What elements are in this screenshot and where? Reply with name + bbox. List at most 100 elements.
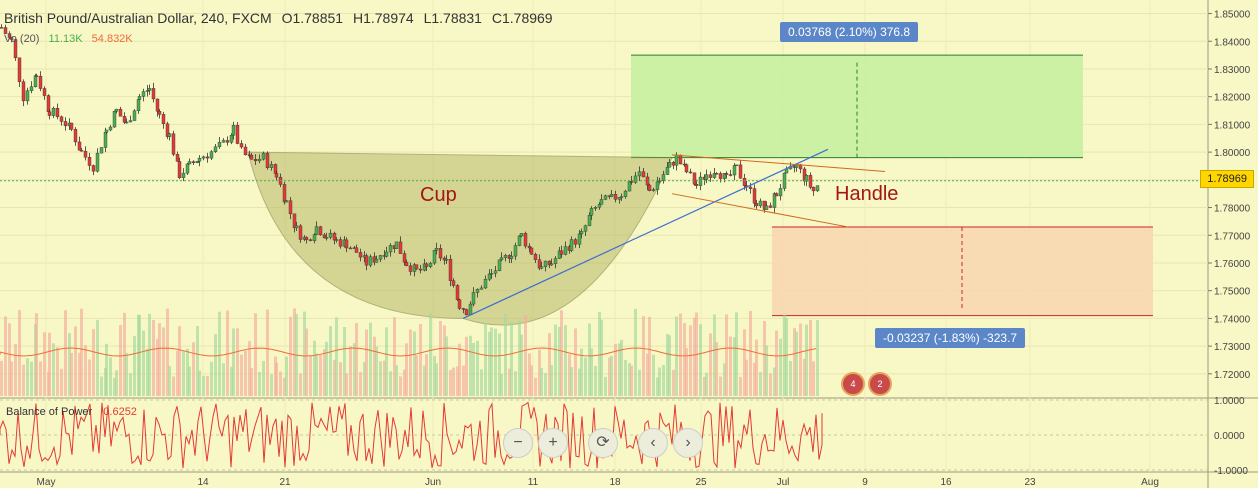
volume-bar <box>258 371 261 396</box>
candle-body <box>294 225 299 229</box>
candle-body <box>764 205 769 210</box>
volume-bar <box>192 342 195 396</box>
volume-bar <box>222 363 225 396</box>
volume-bar <box>735 312 738 396</box>
volume-bar <box>500 373 503 396</box>
volume-bar <box>309 355 312 396</box>
candle-body <box>292 213 297 229</box>
candle-body <box>122 116 127 123</box>
candle-body <box>42 88 47 96</box>
candle-body <box>627 181 632 192</box>
time-tick-label: 14 <box>197 477 209 488</box>
candle-body <box>778 188 783 197</box>
volume-bar <box>480 369 483 396</box>
volume-bar <box>325 341 328 396</box>
volume-bar <box>689 325 692 396</box>
candle-body <box>265 153 270 168</box>
candle-body <box>114 108 119 112</box>
volume-bar <box>705 372 708 396</box>
candle-body <box>171 133 176 155</box>
volume-bar <box>739 376 742 396</box>
bop-tick-label: -1.0000 <box>1214 466 1248 477</box>
target-range-label: 0.03768 (2.10%) 376.8 <box>780 22 919 42</box>
volume-bar <box>550 364 553 396</box>
volume-bar <box>96 319 99 396</box>
zoom-in-button[interactable]: + <box>538 428 568 458</box>
volume-bar <box>393 317 396 396</box>
candle-body <box>368 256 373 266</box>
volume-bar <box>753 362 756 396</box>
volume-bar <box>315 353 318 396</box>
volume-bar <box>178 326 181 396</box>
volume-bar <box>580 348 583 396</box>
flag-count: 2 <box>877 379 883 389</box>
volume-bar <box>725 314 728 396</box>
candle-body <box>577 233 582 245</box>
price-tick-label: 1.80000 <box>1214 148 1251 159</box>
candle-body <box>177 161 182 178</box>
volume-bar <box>285 356 288 396</box>
volume-bar <box>395 365 398 396</box>
candle-body <box>225 140 230 143</box>
candle-body <box>197 157 202 162</box>
candle-body <box>479 287 484 290</box>
time-tick-label: Jul <box>777 477 790 488</box>
price-tick-label: 1.77000 <box>1214 231 1251 242</box>
candle-body <box>344 239 349 249</box>
candle-body <box>684 164 689 173</box>
candle-body <box>734 164 739 167</box>
volume-bar <box>805 324 808 396</box>
candle-body <box>448 259 453 281</box>
candle-body <box>493 270 498 274</box>
volume-bar <box>70 352 73 396</box>
symbol-label[interactable]: British Pound/Australian Dollar, 240, FX… <box>4 10 272 26</box>
volume-bar <box>425 354 428 396</box>
flag-gb-au-icon[interactable]: 2 <box>868 372 892 396</box>
zoom-out-button[interactable]: − <box>503 428 533 458</box>
candle-body <box>633 175 638 183</box>
bop-label[interactable]: Balance of Power <box>6 406 93 418</box>
volume-bar <box>176 350 179 396</box>
scroll-right-button[interactable]: › <box>673 428 703 458</box>
candle-body <box>91 165 96 172</box>
price-tick-label: 1.83000 <box>1214 65 1251 76</box>
candle-body <box>21 81 26 102</box>
volume-value-1: 11.13K <box>48 33 83 45</box>
candle-body <box>553 258 558 264</box>
candle-body <box>609 194 614 197</box>
candle-body <box>519 233 524 237</box>
time-tick-label: 11 <box>528 477 539 488</box>
candle-body <box>384 251 389 257</box>
volume-label[interactable]: Vo (20) <box>4 33 40 45</box>
volume-bar <box>743 329 746 396</box>
reset-button[interactable]: ⟳ <box>588 428 618 458</box>
volume-bar <box>528 353 531 396</box>
candle-body <box>754 203 759 207</box>
volume-bar <box>584 357 587 396</box>
candle-body <box>46 95 51 113</box>
candle-body <box>364 255 369 266</box>
candle-body <box>358 252 363 258</box>
flag-count: 4 <box>850 379 856 389</box>
volume-bar <box>248 341 251 396</box>
close-value: C1.78969 <box>491 10 553 26</box>
volume-bar <box>244 350 247 396</box>
bop-tick-label: 1.0000 <box>1214 396 1245 407</box>
candle-body <box>509 255 514 259</box>
candle-body <box>284 200 289 203</box>
candle-body <box>438 248 443 259</box>
candle-body <box>328 232 333 238</box>
volume-bar <box>313 340 316 396</box>
candle-body <box>59 116 64 122</box>
scroll-left-button[interactable]: ‹ <box>638 428 668 458</box>
candle-body <box>205 156 210 159</box>
candle-body <box>424 263 429 267</box>
volume-bars <box>0 308 819 396</box>
candle-body <box>728 174 733 176</box>
candle-body <box>374 258 379 263</box>
volume-bar <box>43 332 46 396</box>
candle-body <box>73 129 78 143</box>
flag-gb-icon[interactable]: 4 <box>841 372 865 396</box>
candle-body <box>527 245 532 249</box>
